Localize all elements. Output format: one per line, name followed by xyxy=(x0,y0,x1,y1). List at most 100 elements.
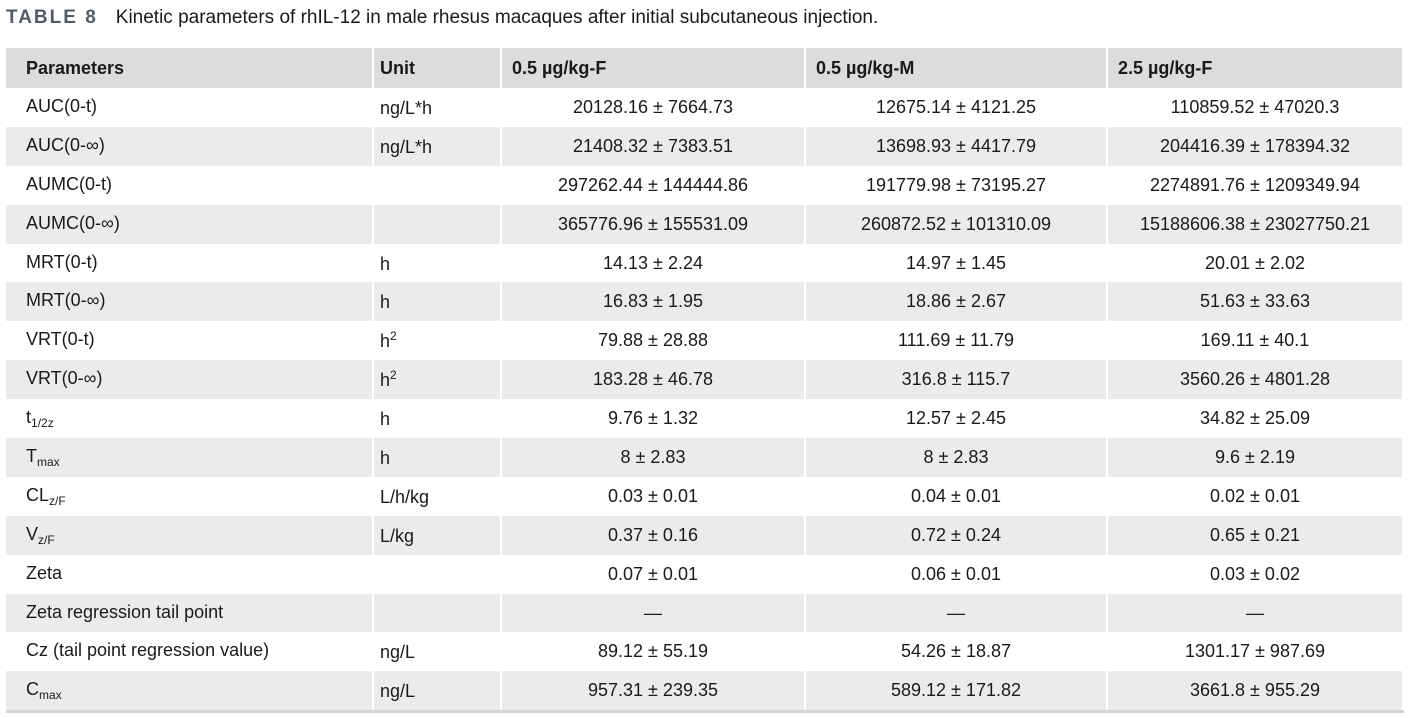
value-cell: 0.37 ± 0.16 xyxy=(501,515,806,555)
unit-cell xyxy=(373,593,502,633)
parameter-cell: AUC(0-t) xyxy=(6,88,374,127)
unit-cell: ng/L xyxy=(373,632,502,672)
unit-cell: ng/L xyxy=(373,671,502,712)
value-cell: 365776.96 ± 155531.09 xyxy=(501,204,806,244)
value-cell: 0.02 ± 0.01 xyxy=(1107,476,1404,516)
parameter-cell: Tmax xyxy=(6,438,374,477)
parameter-cell: VRT(0-t) xyxy=(6,321,374,361)
value-cell: 191779.98 ± 73195.27 xyxy=(805,165,1108,205)
value-cell: 260872.52 ± 101310.09 xyxy=(805,204,1108,244)
table-row: MRT(0-∞) h 16.83 ± 1.95 18.86 ± 2.67 51.63 ±… xyxy=(6,282,1404,322)
parameter-cell: AUMC(0-t) xyxy=(6,165,374,205)
column-header-unit: Unit xyxy=(373,48,502,88)
table-row: VRT(0-∞) h2 183.28 ± 46.78 316.8 ± 115.7 356… xyxy=(6,360,1404,400)
unit-cell: h xyxy=(373,282,502,322)
unit-cell: h xyxy=(373,399,502,439)
unit-cell: h2 xyxy=(373,360,502,400)
parameter-cell: MRT(0-∞) xyxy=(6,282,374,322)
unit-cell xyxy=(373,204,502,244)
unit-cell xyxy=(373,554,502,594)
value-cell: 204416.39 ± 178394.32 xyxy=(1107,126,1404,166)
unit-cell: h xyxy=(373,438,502,477)
value-cell: 18.86 ± 2.67 xyxy=(805,282,1108,322)
value-cell: 3560.26 ± 4801.28 xyxy=(1107,360,1404,400)
value-cell: 297262.44 ± 144444.86 xyxy=(501,165,806,205)
parameter-cell: Zeta regression tail point xyxy=(6,593,374,633)
value-cell: 957.31 ± 239.35 xyxy=(501,671,806,712)
table-row: Tmax h 8 ± 2.83 8 ± 2.83 9.6 ± 2.19 xyxy=(6,438,1404,477)
value-cell: 79.88 ± 28.88 xyxy=(501,321,806,361)
unit-cell: ng/L*h xyxy=(373,88,502,127)
value-cell: 13698.93 ± 4417.79 xyxy=(805,126,1108,166)
value-cell: 21408.32 ± 7383.51 xyxy=(501,126,806,166)
value-cell: 0.06 ± 0.01 xyxy=(805,554,1108,594)
value-cell: 2274891.76 ± 1209349.94 xyxy=(1107,165,1404,205)
unit-cell xyxy=(373,165,502,205)
parameter-cell: Cz (tail point regression value) xyxy=(6,632,374,672)
header-row: Parameters Unit 0.5 µg/kg-F 0.5 µg/kg-M … xyxy=(6,48,1404,88)
table-caption: TABLE 8 Kinetic parameters of rhIL-12 in … xyxy=(6,7,878,29)
value-cell: 0.03 ± 0.02 xyxy=(1107,554,1404,594)
table-row: Zeta 0.07 ± 0.01 0.06 ± 0.01 0.03 ± 0.02 xyxy=(6,554,1404,594)
value-cell: 9.6 ± 2.19 xyxy=(1107,438,1404,477)
table-row: AUMC(0-∞) 365776.96 ± 155531.09 260872.52 … xyxy=(6,204,1404,244)
value-cell: 0.03 ± 0.01 xyxy=(501,476,806,516)
parameter-cell: Vz/F xyxy=(6,515,374,555)
table-row: CLz/F L/h/kg 0.03 ± 0.01 0.04 ± 0.01 0.02 ± … xyxy=(6,476,1404,516)
value-cell: 34.82 ± 25.09 xyxy=(1107,399,1404,439)
value-cell: — xyxy=(501,593,806,633)
parameter-cell: AUMC(0-∞) xyxy=(6,204,374,244)
value-cell: 183.28 ± 46.78 xyxy=(501,360,806,400)
table-row: t1/2z h 9.76 ± 1.32 12.57 ± 2.45 34.82 ± 25.… xyxy=(6,399,1404,439)
parameter-cell: CLz/F xyxy=(6,476,374,516)
value-cell: 110859.52 ± 47020.3 xyxy=(1107,88,1404,127)
value-cell: 12.57 ± 2.45 xyxy=(805,399,1108,439)
unit-cell: h2 xyxy=(373,321,502,361)
value-cell: 89.12 ± 55.19 xyxy=(501,632,806,672)
value-cell: 3661.8 ± 955.29 xyxy=(1107,671,1404,712)
parameter-cell: Cmax xyxy=(6,671,374,712)
table-row: AUC(0-t) ng/L*h 20128.16 ± 7664.73 12675.14… xyxy=(6,88,1404,127)
value-cell: 20128.16 ± 7664.73 xyxy=(501,88,806,127)
unit-cell: h xyxy=(373,243,502,283)
value-cell: 14.13 ± 2.24 xyxy=(501,243,806,283)
column-header-2.5-f: 2.5 µg/kg-F xyxy=(1107,48,1404,88)
unit-cell: L/kg xyxy=(373,515,502,555)
unit-cell: L/h/kg xyxy=(373,476,502,516)
value-cell: 111.69 ± 11.79 xyxy=(805,321,1108,361)
value-cell: — xyxy=(805,593,1108,633)
table-row: Cz (tail point regression value) ng/L 89.1… xyxy=(6,632,1404,672)
value-cell: 15188606.38 ± 23027750.21 xyxy=(1107,204,1404,244)
value-cell: 16.83 ± 1.95 xyxy=(501,282,806,322)
value-cell: 0.65 ± 0.21 xyxy=(1107,515,1404,555)
table-row: AUC(0-∞) ng/L*h 21408.32 ± 7383.51 13698.93… xyxy=(6,126,1404,166)
value-cell: 54.26 ± 18.87 xyxy=(805,632,1108,672)
table-caption-text: Kinetic parameters of rhIL-12 in male rh… xyxy=(115,7,879,28)
value-cell: 0.72 ± 0.24 xyxy=(805,515,1108,555)
value-cell: 9.76 ± 1.32 xyxy=(501,399,806,439)
parameter-cell: t1/2z xyxy=(6,399,374,439)
table-row: MRT(0-t) h 14.13 ± 2.24 14.97 ± 1.45 20.01 ±… xyxy=(6,243,1404,283)
kinetic-parameters-table: Parameters Unit 0.5 µg/kg-F 0.5 µg/kg-M … xyxy=(6,48,1404,714)
parameter-cell: MRT(0-t) xyxy=(6,243,374,283)
unit-cell: ng/L*h xyxy=(373,126,502,166)
table-row: AUMC(0-t) 297262.44 ± 144444.86 191779.98 … xyxy=(6,165,1404,205)
table-row: Cmax ng/L 957.31 ± 239.35 589.12 ± 171.82 36… xyxy=(6,671,1404,712)
table-row: Zeta regression tail point — — — xyxy=(6,593,1404,633)
value-cell: 51.63 ± 33.63 xyxy=(1107,282,1404,322)
table-row: VRT(0-t) h2 79.88 ± 28.88 111.69 ± 11.79 169… xyxy=(6,321,1404,361)
value-cell: 8 ± 2.83 xyxy=(501,438,806,477)
value-cell: 20.01 ± 2.02 xyxy=(1107,243,1404,283)
table-label: TABLE 8 xyxy=(6,7,98,28)
value-cell: 316.8 ± 115.7 xyxy=(805,360,1108,400)
table-row: Vz/F L/kg 0.37 ± 0.16 0.72 ± 0.24 0.65 ± 0.2… xyxy=(6,515,1404,555)
value-cell: 0.04 ± 0.01 xyxy=(805,476,1108,516)
column-header-parameters: Parameters xyxy=(6,48,374,88)
value-cell: 12675.14 ± 4121.25 xyxy=(805,88,1108,127)
value-cell: — xyxy=(1107,593,1404,633)
value-cell: 8 ± 2.83 xyxy=(805,438,1108,477)
column-header-0.5-f: 0.5 µg/kg-F xyxy=(501,48,806,88)
value-cell: 169.11 ± 40.1 xyxy=(1107,321,1404,361)
value-cell: 589.12 ± 171.82 xyxy=(805,671,1108,712)
parameter-cell: VRT(0-∞) xyxy=(6,360,374,400)
